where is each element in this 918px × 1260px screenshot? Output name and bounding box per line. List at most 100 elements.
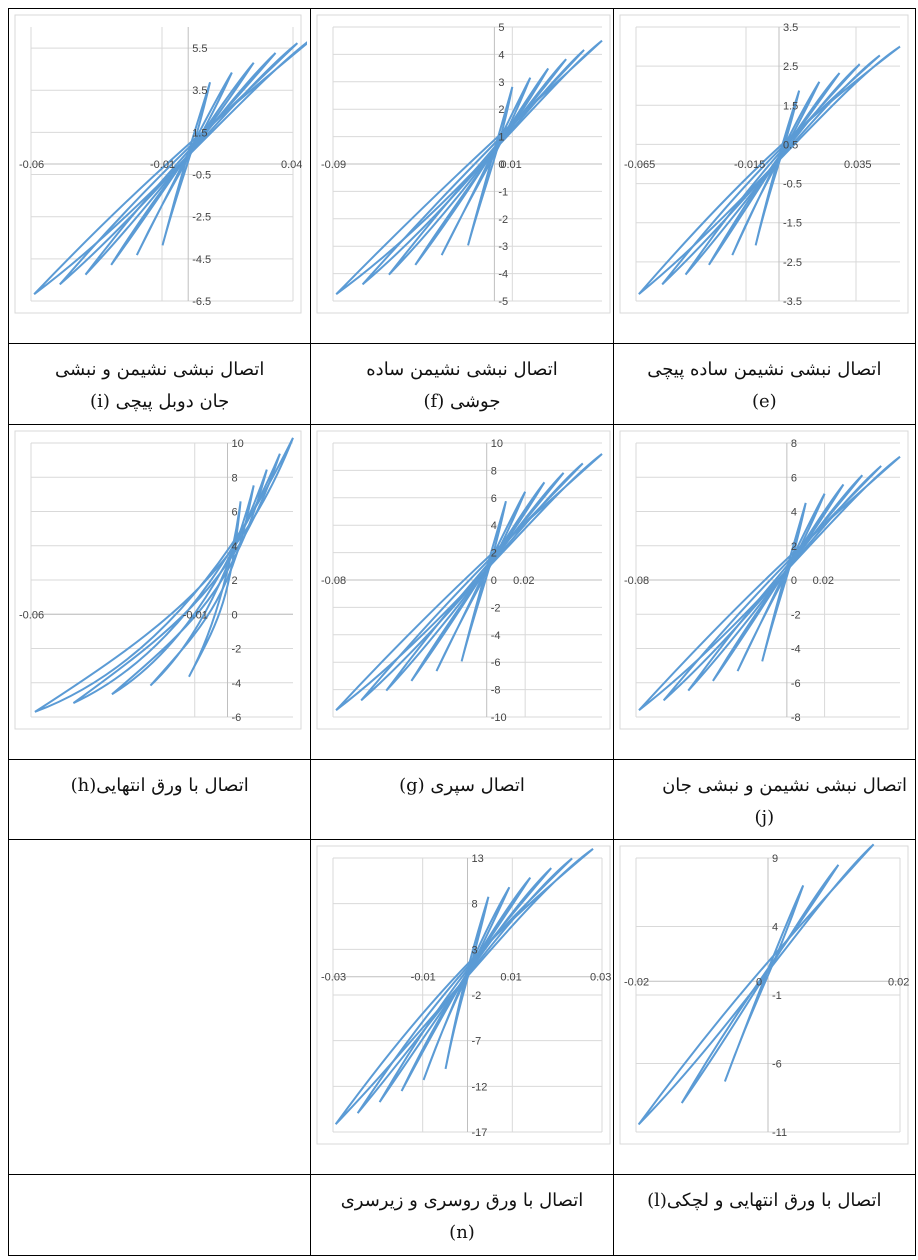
y-tick-label: 2	[491, 547, 497, 559]
y-tick-label: 8	[232, 472, 238, 484]
caption-cell-n: اتصال با ورق روسری و زیرسری (n)	[310, 1174, 614, 1256]
hysteresis-loop	[362, 49, 586, 286]
y-tick-label: -1.5	[783, 218, 802, 230]
plot-cell-h: 10 8 6 4 2 0 -2 -4 -6 -0.06 -0.01	[7, 423, 312, 760]
x-tick-label: -0.015	[734, 159, 765, 171]
caption-cell-f: اتصال نبشی نشیمن ساده جوشی (f)	[310, 342, 614, 425]
y-tick-label: 0	[499, 159, 505, 171]
hysteresis-loop	[661, 54, 881, 286]
hysteresis-chart-n: 13 8 3 -2 -7 -12 -17 -0.03 -0.01 0.01 0.03	[316, 845, 612, 1145]
y-tick-label: -1	[772, 990, 782, 1002]
plot-area-frame	[14, 430, 302, 730]
plot-frame: 10 8 6 4 2 0 -2 -4 -6 -0.06 -0.01	[9, 425, 310, 759]
y-tick-label: -2.5	[783, 257, 802, 269]
y-tick-label: -3	[499, 241, 509, 253]
y-tick-label: -17	[472, 1127, 488, 1139]
hysteresis-loop	[435, 490, 527, 672]
y-tick-label: -7	[472, 1036, 482, 1048]
y-tick-label: -4	[499, 269, 509, 281]
y-tick-label: -1	[499, 186, 509, 198]
caption-line: (j)	[754, 806, 775, 828]
hysteresis-chart-l: 9 4 -1 -6 -11 -0.02 0 0.02	[619, 843, 909, 1145]
y-tick-label: 6	[232, 506, 238, 518]
x-tick-label: 0.03	[590, 972, 611, 984]
y-tick-label: -4	[491, 629, 501, 641]
hysteresis-loop	[149, 484, 255, 686]
x-tick-label: -0.01	[411, 972, 436, 984]
y-tick-label: 4	[772, 922, 778, 934]
y-tick-label: -2	[472, 990, 482, 1002]
x-tick-label: 0	[756, 977, 762, 989]
caption: اتصال با ورق روسری و زیرسری (n)	[311, 1175, 612, 1249]
caption-line: (e)	[751, 390, 777, 412]
caption: اتصال نبشی نشیمن و نبشی جان دوبل پیچی (i)	[9, 344, 310, 418]
hysteresis-chart-j: 8 6 4 2 0 -2 -4 -6 -8 -0.08 0.02	[619, 430, 909, 730]
caption-cell-empty	[7, 1174, 312, 1256]
x-tick-label: -0.02	[624, 977, 649, 989]
hysteresis-chart-f: 5 4 3 2 1 0 -1 -2 -3 -4 -5 -0.09 0.01	[316, 14, 611, 314]
caption: اتصال با ورق انتهایی(h)	[9, 760, 310, 802]
y-tick-label: 2	[232, 575, 238, 587]
x-tick-label: 0.02	[888, 977, 909, 989]
x-tick-label: -0.08	[624, 575, 649, 587]
y-tick-label: -2.5	[192, 212, 211, 224]
hysteresis-loop	[444, 896, 490, 1070]
hysteresis-loop	[637, 843, 874, 1126]
plot-cell-j: 8 6 4 2 0 -2 -4 -6 -8 -0.08 0.02	[612, 423, 917, 760]
hysteresis-loop	[335, 452, 603, 711]
caption-line: اتصال نبشی نشیمن و نبشی جان	[662, 774, 907, 796]
plot-cell-g: 10 8 6 4 2 0 -2 -4 -6 -8 -10 -0.08 0.02	[310, 423, 614, 760]
caption-line: اتصال سپری (g)	[399, 774, 525, 796]
x-tick-label: -0.06	[19, 159, 44, 171]
y-tick-label: 4	[232, 540, 238, 552]
y-tick-label: 8	[491, 465, 497, 477]
y-tick-label: 0	[491, 575, 497, 587]
hysteresis-loop	[59, 42, 299, 286]
hysteresis-loop	[711, 483, 844, 682]
plot-area-frame	[316, 845, 611, 1145]
hysteresis-loop	[707, 72, 840, 266]
caption-line: اتصال نبشی نشیمن و نبشی	[54, 358, 265, 380]
hysteresis-loop	[441, 77, 532, 256]
hysteresis-loop	[34, 437, 294, 713]
caption-line: (n)	[449, 1222, 475, 1244]
y-tick-label: 3	[499, 77, 505, 89]
x-tick-label: -0.03	[321, 972, 346, 984]
y-tick-label: 8	[472, 899, 478, 911]
x-tick-label: 0.01	[501, 972, 522, 984]
plot-cell-empty	[7, 839, 312, 1176]
caption-line: اتصال نبشی نشیمن ساده	[366, 358, 558, 380]
y-tick-label: -6	[232, 712, 242, 724]
plot-cell-f: 5 4 3 2 1 0 -1 -2 -3 -4 -5 -0.09 0.01	[310, 8, 614, 344]
caption-cell-j: اتصال نبشی نشیمن و نبشی جان (j)	[612, 758, 917, 841]
hysteresis-chart-h: 10 8 6 4 2 0 -2 -4 -6 -0.06 -0.01	[14, 430, 302, 730]
plot-area-frame	[619, 845, 909, 1145]
plot-area-frame	[316, 14, 611, 314]
plot-frame: 13 8 3 -2 -7 -12 -17 -0.03 -0.01 0.01 0.03	[311, 840, 612, 1174]
y-tick-label: -4	[232, 677, 242, 689]
y-tick-label: -2	[499, 214, 509, 226]
plot-cell-l: 9 4 -1 -6 -11 -0.02 0 0.02	[612, 839, 917, 1176]
x-tick-label: -0.01	[183, 609, 208, 621]
y-tick-label: -6.5	[192, 296, 211, 308]
hysteresis-loop	[110, 62, 255, 266]
plot-area-frame	[316, 430, 611, 730]
y-tick-label: -6	[491, 657, 501, 669]
x-tick-label: -0.08	[321, 575, 346, 587]
y-tick-label: 1.5	[192, 127, 207, 139]
y-tick-label: 1.5	[783, 100, 798, 112]
y-tick-label: -4.5	[192, 254, 211, 266]
y-tick-label: 3.5	[192, 85, 207, 97]
hysteresis-chart-g: 10 8 6 4 2 0 -2 -4 -6 -8 -10 -0.08 0.02	[316, 430, 611, 730]
hysteresis-loop	[460, 500, 508, 662]
y-tick-label: -3.5	[783, 296, 802, 308]
hysteresis-loop	[33, 41, 307, 295]
y-tick-label: -6	[772, 1059, 782, 1071]
plot-area-frame	[619, 430, 909, 730]
hysteresis-loop	[161, 82, 212, 246]
y-tick-label: 4	[499, 49, 505, 61]
x-tick-label: 0.02	[513, 575, 534, 587]
plot-frame: 9 4 -1 -6 -11 -0.02 0 0.02	[614, 840, 915, 1174]
caption-line: اتصال با ورق انتهایی(h)	[70, 774, 249, 796]
y-tick-label: 8	[791, 438, 797, 450]
